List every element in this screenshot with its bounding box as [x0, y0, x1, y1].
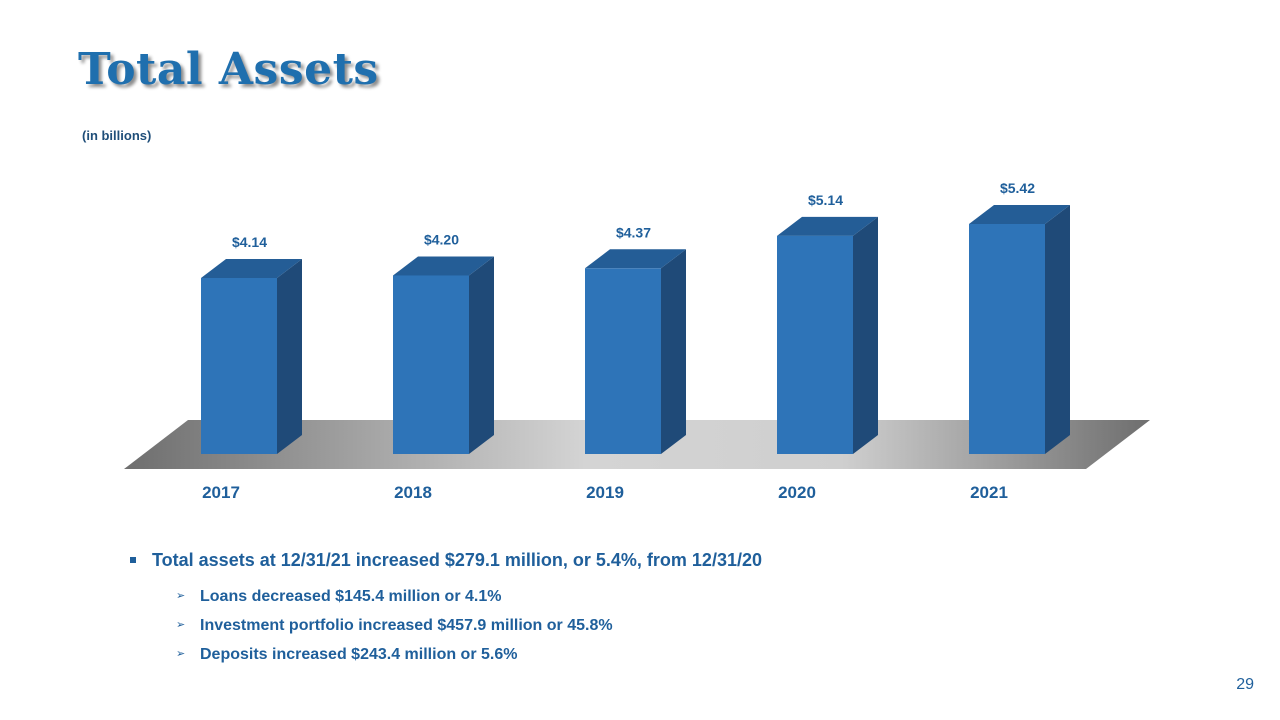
sub-bullet-text: Loans decreased $145.4 million or 4.1%	[200, 588, 502, 605]
x-tick-label: 2017	[202, 483, 240, 502]
x-tick-label: 2018	[394, 483, 432, 502]
data-label: $5.42	[1000, 180, 1035, 196]
bar-front	[393, 275, 469, 454]
main-bullet: Total assets at 12/31/21 increased $279.…	[130, 548, 762, 572]
x-tick-label: 2019	[586, 483, 624, 502]
bullet-list: Total assets at 12/31/21 increased $279.…	[130, 548, 762, 669]
data-label: $5.14	[808, 192, 843, 208]
arrow-bullet-icon: ➢	[176, 590, 186, 602]
data-label: $4.14	[232, 234, 267, 250]
x-tick-label: 2020	[778, 483, 816, 502]
sub-bullet-text: Investment portfolio increased $457.9 mi…	[200, 617, 613, 634]
bar-2018	[393, 256, 494, 454]
sub-bullet: ➢ Loans decreased $145.4 million or 4.1%	[176, 582, 762, 611]
bar-side	[853, 216, 878, 454]
bar-top	[201, 259, 302, 278]
bar-top	[777, 216, 878, 236]
bar-top	[969, 205, 1070, 224]
bar-top	[585, 249, 686, 269]
bar-2020	[777, 216, 878, 454]
bar-2019	[585, 249, 686, 454]
bar-top	[393, 256, 494, 276]
sub-bullet: ➢ Investment portfolio increased $457.9 …	[176, 611, 762, 640]
unit-note: (in billions)	[82, 128, 152, 143]
bar-front	[585, 268, 661, 454]
bar-2021	[969, 205, 1070, 454]
bar-side	[1045, 205, 1070, 454]
slide-title: Total Assets	[78, 44, 379, 95]
data-label: $4.37	[616, 224, 651, 240]
bar-front	[777, 235, 853, 454]
sub-bullet-text: Deposits increased $243.4 million or 5.6…	[200, 646, 518, 663]
sub-bullet-list: ➢ Loans decreased $145.4 million or 4.1%…	[176, 582, 762, 669]
bar-side	[661, 249, 686, 454]
bar-front	[969, 224, 1045, 454]
bar-2017	[201, 259, 302, 454]
page-number: 29	[1236, 676, 1254, 693]
bar-side	[277, 259, 302, 454]
arrow-bullet-icon: ➢	[176, 619, 186, 631]
arrow-bullet-icon: ➢	[176, 648, 186, 660]
bar-side	[469, 256, 494, 454]
bar-front	[201, 278, 277, 454]
data-label: $4.20	[424, 231, 459, 247]
bullet-marker-icon	[130, 557, 136, 563]
sub-bullet: ➢ Deposits increased $243.4 million or 5…	[176, 640, 762, 669]
x-tick-label: 2021	[970, 483, 1008, 502]
main-bullet-text: Total assets at 12/31/21 increased $279.…	[152, 550, 762, 570]
